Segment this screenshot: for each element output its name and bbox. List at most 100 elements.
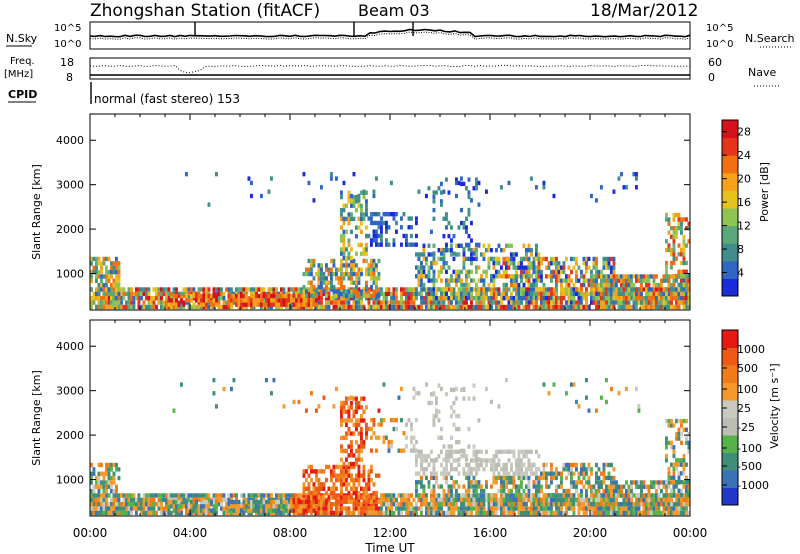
heatmap-cell: [567, 282, 571, 288]
heatmap-cell: [225, 510, 228, 516]
heatmap-cell: [347, 251, 351, 256]
heatmap-cell: [605, 261, 608, 266]
heatmap-cell: [640, 274, 643, 279]
heatmap-cell: [415, 274, 418, 279]
heatmap-cell: [445, 282, 448, 288]
heatmap-cell: [477, 265, 481, 270]
heatmap-cell: [602, 291, 606, 296]
heatmap-cell: [120, 296, 123, 301]
heatmap-cell: [610, 278, 613, 283]
heatmap-cell: [352, 482, 356, 487]
heatmap-cell: [290, 499, 293, 505]
heatmap-cell: [412, 291, 416, 297]
heatmap-cell: [502, 261, 506, 266]
heatmap-cell: [407, 304, 411, 310]
heatmap-cell: [590, 467, 593, 472]
heatmap-cell: [247, 499, 251, 505]
heatmap-cell: [572, 471, 576, 476]
heatmap-cell: [570, 471, 573, 476]
heatmap-cell: [340, 225, 343, 230]
heatmap-cell: [202, 493, 206, 498]
heatmap-cell: [390, 212, 393, 217]
heatmap-cell: [687, 291, 691, 297]
heatmap-cell: [512, 252, 516, 257]
heatmap-cell: [485, 248, 488, 253]
heatmap-cell: [350, 293, 353, 298]
heatmap-cell: [367, 482, 371, 487]
heatmap-cell: [122, 506, 126, 511]
heatmap-cell: [345, 216, 348, 222]
heatmap-cell: [442, 300, 446, 305]
heatmap-cell: [212, 508, 216, 513]
heatmap-cell: [512, 265, 516, 270]
heatmap-cell: [552, 193, 556, 199]
heatmap-cell: [550, 510, 553, 516]
heatmap-cell: [182, 499, 186, 505]
heatmap-cell: [365, 287, 368, 292]
heatmap-cell: [487, 248, 491, 253]
heatmap-cell: [462, 181, 466, 187]
heatmap-cell: [372, 212, 376, 217]
heatmap-cell: [342, 400, 346, 406]
heatmap-cell: [342, 242, 346, 248]
heatmap-cell: [440, 497, 443, 502]
heatmap-cell: [285, 302, 288, 307]
heatmap-cell: [577, 278, 581, 283]
heatmap-cell: [490, 291, 493, 296]
heatmap-cell: [382, 291, 386, 297]
heatmap-cell: [440, 296, 443, 301]
heatmap-cell: [160, 493, 163, 498]
heatmap-cell: [655, 291, 658, 297]
heatmap-cell: [172, 287, 176, 292]
heatmap-cell: [370, 267, 373, 272]
heatmap-cell: [310, 508, 313, 513]
heatmap-cell: [130, 506, 133, 511]
heatmap-cell: [675, 300, 678, 305]
heatmap-cell: [335, 289, 338, 294]
heatmap-cell: [260, 493, 263, 498]
heatmap-cell: [410, 300, 413, 305]
heatmap-cell: [302, 510, 306, 516]
heatmap-cell: [392, 304, 396, 310]
heatmap-cell: [250, 293, 253, 299]
heatmap-cell: [575, 497, 578, 502]
heatmap-cell: [680, 221, 683, 226]
heatmap-cell: [642, 506, 646, 511]
heatmap-cell: [495, 274, 498, 279]
heatmap-cell: [370, 287, 373, 292]
heatmap-cell: [467, 497, 471, 502]
heatmap-cell: [332, 300, 336, 305]
heatmap-cell: [120, 300, 123, 305]
heatmap-cell: [125, 506, 128, 511]
heatmap-cell: [535, 282, 538, 288]
colorbar-swatch: [722, 190, 738, 209]
heatmap-cell: [595, 256, 598, 262]
heatmap-cell: [370, 506, 373, 511]
heatmap-cell: [652, 283, 656, 288]
heatmap-cell: [302, 172, 306, 177]
heatmap-cell: [442, 291, 446, 297]
heatmap-cell: [432, 190, 436, 195]
heatmap-cell: [107, 296, 111, 301]
heatmap-cell: [427, 287, 431, 292]
heatmap-cell: [447, 220, 451, 226]
heatmap-cell: [440, 248, 443, 253]
heatmap-cell: [515, 265, 518, 270]
heatmap-cell: [485, 269, 488, 275]
heatmap-cell: [567, 488, 571, 494]
heatmap-cell: [157, 296, 161, 301]
heatmap-cell: [637, 300, 641, 305]
heatmap-cell: [272, 508, 276, 513]
heatmap-cell: [687, 226, 691, 231]
heatmap-cell: [507, 300, 511, 305]
heatmap-cell: [580, 296, 583, 301]
heatmap-cell: [392, 287, 396, 292]
heatmap-cell: [492, 497, 496, 503]
heatmap-cell: [572, 282, 576, 288]
heatmap-cell: [480, 497, 483, 502]
heatmap-cell: [280, 298, 283, 303]
heatmap-cell: [602, 471, 606, 476]
heatmap-cell: [252, 287, 256, 292]
heatmap-cell: [222, 296, 226, 301]
heatmap-cell: [322, 495, 326, 500]
